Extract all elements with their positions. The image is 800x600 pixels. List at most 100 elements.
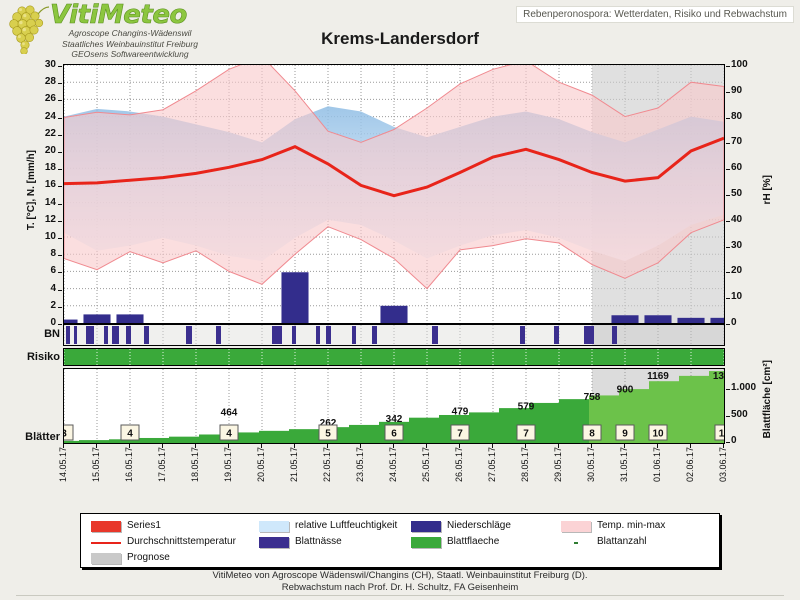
y-tick-left-4: 4 — [50, 282, 56, 294]
y-tick-left-0: 0 — [50, 317, 56, 328]
svg-text:1361: 1361 — [713, 371, 724, 382]
svg-text:7: 7 — [457, 429, 463, 440]
x-tick-18.05.17: 18.05.17 — [190, 447, 200, 483]
legend-label-7: Blattanzahl — [597, 536, 647, 547]
y-tick-left-8: 8 — [50, 248, 56, 260]
weather-plot — [64, 65, 724, 323]
svg-text:8: 8 — [589, 429, 595, 440]
y-tick-left-22: 22 — [44, 127, 56, 139]
logo-subtitle-3: GEOsens Softwareentwicklung — [71, 49, 189, 59]
svg-text:579: 579 — [518, 401, 535, 412]
svg-text:758: 758 — [584, 392, 601, 403]
x-tick-24.05.17: 24.05.17 — [388, 447, 398, 483]
svg-text:342: 342 — [386, 414, 403, 425]
y-axis-right-title: rH [%] — [762, 175, 773, 205]
footer-line-2: Rebwachstum nach Prof. Dr. H. Schultz, F… — [281, 582, 519, 593]
logo-subtitle-1: Agroscope Changins-Wädenswil — [68, 28, 192, 38]
page-title: Krems-Landersdorf — [321, 29, 479, 48]
legend-swatch-3 — [561, 521, 591, 532]
x-tick-17.05.17: 17.05.17 — [157, 447, 167, 483]
x-tick-21.05.17: 21.05.17 — [289, 447, 299, 483]
x-tick-16.05.17: 16.05.17 — [124, 447, 134, 483]
svg-text:479: 479 — [452, 407, 469, 418]
row-label-blaetter: Blätter — [25, 431, 60, 443]
legend-swatch-0 — [91, 521, 121, 532]
chart-legend: Series1 relative Luftfeuchtigkeit Niedersc… — [80, 513, 720, 568]
leaf-wetness-plot — [64, 325, 724, 345]
svg-text:1169: 1169 — [647, 371, 669, 382]
y-tick-leaf-1: 500 — [731, 408, 748, 420]
legend-label-1: relative Luftfeuchtigkeit — [295, 520, 398, 531]
vitimeteo-logo: VitiMeteo Agroscope Changins-Wädenswil S… — [6, 0, 216, 59]
x-tick-30.05.17: 30.05.17 — [586, 447, 596, 483]
x-tick-02.06.17: 02.06.17 — [685, 447, 695, 483]
row-label-bn: BN — [44, 328, 60, 340]
leaf-area-panel: 464 262 342 479 579 758 900 1169 1361 3 4 4 5 6 7 7 8 9 10… — [63, 368, 725, 444]
x-tick-25.05.17: 25.05.17 — [421, 447, 431, 483]
legend-dot-7 — [574, 542, 578, 544]
x-tick-23.05.17: 23.05.17 — [355, 447, 365, 483]
svg-text:11: 11 — [719, 429, 724, 440]
x-tick-27.05.17: 27.05.17 — [487, 447, 497, 483]
y-tick-left-18: 18 — [44, 162, 56, 174]
svg-text:9: 9 — [622, 429, 628, 440]
y-tick-left-10: 10 — [44, 231, 56, 242]
x-tick-15.05.17: 15.05.17 — [91, 447, 101, 483]
legend-label-4: Durchschnittstemperatur — [127, 536, 236, 547]
x-tick-14.05.17: 14.05.17 — [58, 447, 68, 483]
y-axis-leaf-title: Blattfläche [cm²] — [762, 360, 773, 439]
x-tick-03.06.17: 03.06.17 — [718, 447, 728, 483]
y-tick-leaf-0: 0 — [731, 435, 737, 446]
y-tick-left-26: 26 — [44, 93, 56, 105]
svg-text:10: 10 — [652, 429, 664, 440]
y-tick-left-2: 2 — [50, 299, 56, 311]
y-tick-left-24: 24 — [44, 110, 56, 122]
leaf-area-plot: 464 262 342 479 579 758 900 1169 1361 3 4 4 5 6 7 7 8 9 10… — [64, 369, 724, 443]
y-tick-right-80: 80 — [731, 110, 743, 122]
x-tick-28.05.17: 28.05.17 — [520, 447, 530, 483]
y-tick-right-30: 30 — [731, 239, 743, 251]
leaf-wetness-panel — [63, 324, 725, 346]
svg-text:262: 262 — [320, 418, 337, 429]
y-tick-left-28: 28 — [44, 76, 56, 88]
y-tick-right-90: 90 — [731, 84, 743, 96]
footer-line-1: VitiMeteo von Agroscope Wädenswil/Changi… — [212, 570, 588, 581]
legend-swatch-2 — [411, 521, 441, 532]
y-tick-left-20: 20 — [44, 145, 56, 156]
y-tick-right-100: 100 — [731, 59, 748, 70]
grape-cluster-icon — [9, 5, 50, 54]
svg-text:900: 900 — [617, 384, 634, 395]
y-tick-right-10: 10 — [731, 291, 743, 303]
y-tick-right-20: 20 — [731, 265, 743, 277]
topic-banner: Rebenperonospora: Wetterdaten, Risiko un… — [516, 6, 794, 23]
svg-text:464: 464 — [221, 407, 238, 418]
x-tick-22.05.17: 22.05.17 — [322, 447, 332, 483]
legend-label-6: Blattflaeche — [447, 536, 500, 547]
risk-panel — [63, 348, 725, 366]
row-label-risiko: Risiko — [26, 351, 60, 363]
svg-text:4: 4 — [226, 429, 232, 440]
legend-swatch-5 — [259, 537, 289, 548]
risk-plot — [64, 349, 724, 365]
legend-label-3: Temp. min-max — [597, 520, 666, 531]
logo-wordmark: VitiMeteo — [50, 0, 188, 30]
x-tick-31.05.17: 31.05.17 — [619, 447, 629, 483]
y-tick-leaf-2: 1.000 — [731, 382, 757, 394]
y-tick-right-40: 40 — [731, 213, 743, 225]
legend-swatch-8 — [91, 553, 121, 564]
svg-text:7: 7 — [523, 429, 529, 440]
footer-divider — [16, 595, 784, 596]
x-tick-26.05.17: 26.05.17 — [454, 447, 464, 483]
legend-line-4 — [91, 542, 121, 544]
y-tick-left-12: 12 — [44, 213, 56, 225]
legend-label-8: Prognose — [127, 552, 170, 563]
legend-swatch-6 — [411, 537, 441, 548]
legend-label-5: Blattnässe — [295, 536, 342, 547]
svg-text:4: 4 — [127, 429, 133, 440]
y-tick-left-30: 30 — [44, 59, 56, 70]
y-tick-right-70: 70 — [731, 136, 743, 148]
logo-subtitle-2: Staatliches Weinbauinstitut Freiburg — [62, 38, 198, 49]
svg-text:6: 6 — [391, 429, 397, 440]
y-tick-left-16: 16 — [44, 179, 56, 191]
